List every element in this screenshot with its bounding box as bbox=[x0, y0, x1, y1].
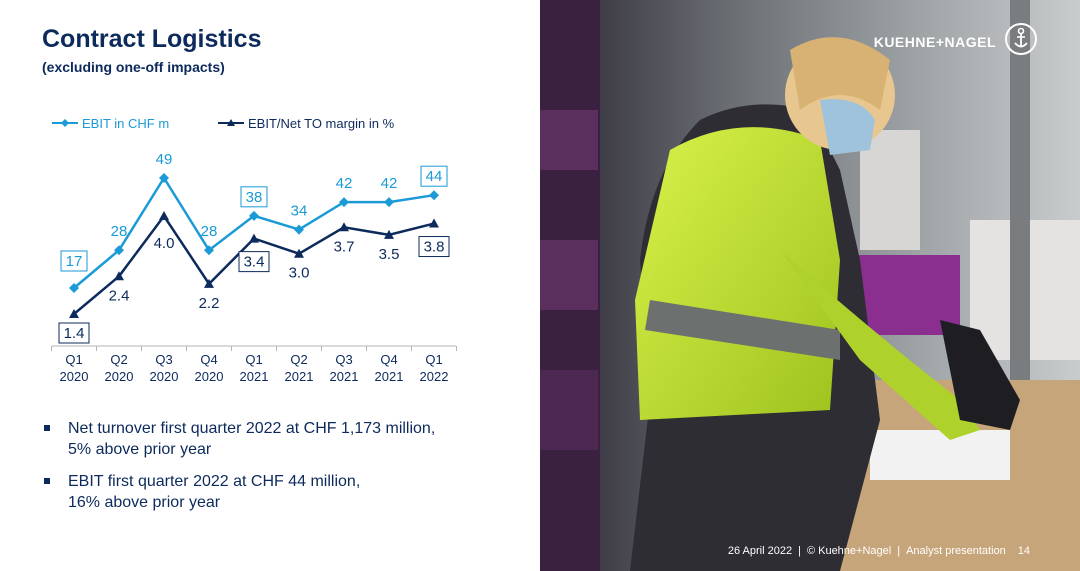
data-point bbox=[384, 197, 394, 208]
x-tick-label: Q1 bbox=[65, 352, 82, 367]
anchor-icon bbox=[1004, 22, 1038, 61]
data-label: 1.4 bbox=[64, 325, 85, 342]
data-label-box bbox=[240, 186, 268, 208]
bullet-marker bbox=[44, 478, 50, 484]
data-point bbox=[204, 245, 214, 256]
data-label: 3.5 bbox=[379, 246, 400, 263]
footer-presentation: Analyst presentation bbox=[906, 545, 1006, 557]
data-point bbox=[114, 271, 124, 281]
x-tick-label: Q1 bbox=[245, 352, 262, 367]
x-tick-label: Q4 bbox=[380, 352, 397, 367]
legend-label: EBIT in CHF m bbox=[82, 116, 169, 131]
page-title: Contract Logistics bbox=[42, 25, 262, 53]
data-label: 42 bbox=[336, 175, 353, 192]
data-point bbox=[204, 278, 214, 288]
logo-text: KUEHNE+NAGEL bbox=[873, 33, 996, 50]
ebit-line-chart: EBIT in CHF m EBIT/Net TO margin in % Q1 20… bbox=[51, 116, 457, 384]
data-point bbox=[339, 197, 349, 208]
x-tick-label: 2020 bbox=[60, 369, 89, 384]
x-tick-label: Q3 bbox=[335, 352, 352, 367]
x-tick-label: 2021 bbox=[375, 369, 404, 384]
footer-date: 26 April 2022 bbox=[727, 545, 793, 557]
x-tick-label: Q2 bbox=[110, 352, 127, 367]
data-label: 3.4 bbox=[244, 254, 265, 271]
data-point bbox=[69, 283, 79, 293]
bullet-marker bbox=[44, 425, 50, 431]
content-panel: Contract Logistics (excluding one-off im… bbox=[42, 25, 512, 524]
data-label: 17 bbox=[66, 253, 83, 270]
data-label: 2.4 bbox=[109, 287, 130, 304]
data-point bbox=[429, 190, 439, 201]
slide-footer: 26 April 2022 | © Kuehne+Nagel | Analyst pre… bbox=[728, 545, 1030, 557]
x-tick-label: 2020 bbox=[150, 369, 179, 384]
bullet-text-line: EBIT first quarter 2022 at CHF 44 millio… bbox=[68, 473, 361, 490]
data-point bbox=[294, 248, 304, 258]
kuehne-nagel-logo: KUEHNE+NAGEL bbox=[874, 22, 1038, 61]
footer-separator: | bbox=[897, 545, 901, 557]
data-point bbox=[339, 222, 349, 232]
x-tick-label: 2021 bbox=[240, 369, 269, 384]
bullet-text-line: 5% above prior year bbox=[68, 441, 212, 458]
legend-marker bbox=[227, 119, 235, 126]
bullet-text-line: 16% above prior year bbox=[68, 494, 221, 511]
footer-page-number: 14 bbox=[1017, 545, 1030, 557]
page-subtitle: (excluding one-off impacts) bbox=[42, 59, 225, 75]
data-label-box bbox=[420, 165, 448, 187]
data-label: 28 bbox=[201, 223, 218, 240]
data-point bbox=[159, 173, 169, 183]
footer-separator: | bbox=[798, 545, 801, 557]
warehouse-worker-image bbox=[540, 0, 1080, 571]
data-label: 44 bbox=[426, 168, 443, 185]
data-point bbox=[384, 229, 394, 239]
data-point bbox=[114, 245, 124, 256]
data-point bbox=[294, 224, 304, 235]
x-tick-label: 2022 bbox=[420, 369, 449, 384]
data-label: 42 bbox=[381, 175, 398, 192]
x-tick-label: Q2 bbox=[290, 352, 307, 367]
x-tick-label: 2020 bbox=[195, 369, 224, 384]
x-tick-label: 2021 bbox=[285, 369, 314, 384]
data-label: 3.8 bbox=[424, 239, 445, 256]
legend-label: EBIT/Net TO margin in % bbox=[248, 116, 395, 131]
data-point bbox=[429, 218, 439, 228]
data-label: 3.0 bbox=[289, 265, 310, 282]
x-tick-label: 2021 bbox=[330, 369, 359, 384]
data-label: 28 bbox=[111, 223, 128, 240]
data-point bbox=[249, 233, 259, 243]
data-label-box bbox=[418, 236, 450, 258]
data-point bbox=[159, 211, 169, 220]
data-label: 2.2 bbox=[199, 295, 220, 312]
data-label-box bbox=[60, 250, 88, 272]
bullet-list: Net turnover first quarter 2022 at CHF 1… bbox=[42, 418, 512, 524]
legend-marker bbox=[61, 119, 69, 127]
bullet-text-line: Net turnover first quarter 2022 at CHF 1… bbox=[68, 420, 436, 437]
data-label-box bbox=[238, 251, 270, 273]
data-point bbox=[249, 210, 259, 221]
footer-copyright: © Kuehne+Nagel bbox=[806, 545, 892, 557]
x-tick-label: Q1 bbox=[425, 352, 442, 367]
bullet-item: Net turnover first quarter 2022 at CHF 1… bbox=[42, 418, 512, 460]
bullet-item: EBIT first quarter 2022 at CHF 44 millio… bbox=[42, 471, 512, 513]
x-tick-label: 2020 bbox=[105, 369, 134, 384]
x-tick-label: Q3 bbox=[155, 352, 172, 367]
x-tick-label: Q4 bbox=[200, 352, 217, 367]
data-label: 34 bbox=[291, 203, 308, 220]
data-label: 4.0 bbox=[154, 235, 175, 252]
data-label-box bbox=[58, 322, 90, 344]
data-label: 3.7 bbox=[334, 238, 355, 255]
data-label: 38 bbox=[246, 189, 263, 206]
data-point bbox=[69, 309, 79, 318]
warehouse-photo: KUEHNE+NAGEL 26 April 2022 | © Kuehne+Nage… bbox=[540, 0, 1080, 571]
data-label: 49 bbox=[156, 151, 173, 168]
